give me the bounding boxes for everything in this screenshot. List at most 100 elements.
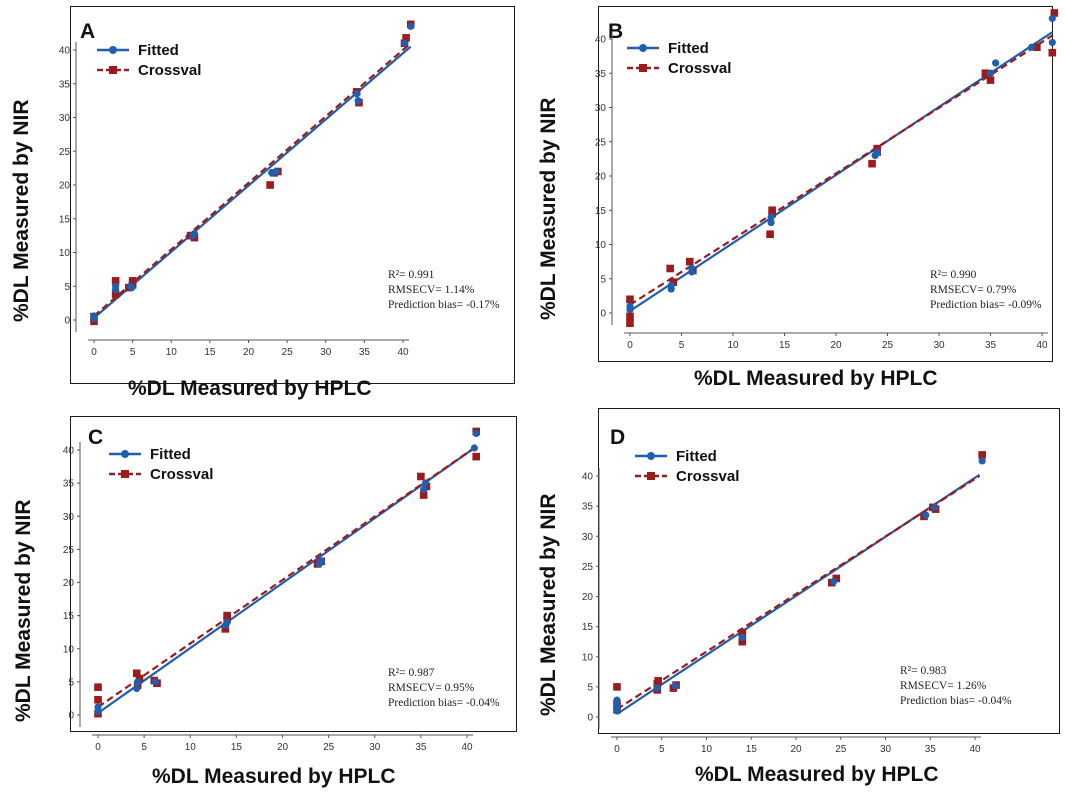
y-tick-label: 30 [63,512,75,523]
data-point-fitted [626,302,634,310]
x-tick-label: 35 [415,742,427,753]
legend-label-fitted: Fitted [668,39,709,57]
y-tick-label: 40 [63,446,75,457]
data-point-crossval [738,628,747,637]
y-tick-label: 40 [595,35,607,46]
data-point-fitted [738,633,746,642]
data-point-fitted [1048,14,1056,23]
data-point-crossval [766,230,774,239]
x-tick-label: 35 [359,347,371,358]
x-tick-label: 25 [282,347,294,358]
data-point-crossval [419,491,428,499]
stats-box: R²= 0.990 RMSECV= 0.79% Prediction bias=… [930,268,1042,313]
chart-legend: Fitted Crossval [96,40,201,80]
bias-stat: Prediction bias= -0.09% [930,299,1042,311]
data-point-crossval [832,574,841,583]
rmsecv-stat: RMSECV= 0.79% [930,284,1017,296]
x-tick-label: 30 [880,744,892,755]
data-point-fitted [653,684,661,692]
data-point-fitted [767,213,775,221]
legend-label-crossval: Crossval [668,59,732,77]
y-tick-label: 35 [595,69,607,80]
plot-frame [598,6,1053,362]
data-point-fitted [1048,38,1056,47]
chart-legend: Fitted Crossval [626,38,731,78]
data-point-crossval [132,669,141,678]
legend-item-crossval: Crossval [108,464,213,484]
x-tick-label: 40 [397,347,409,358]
y-tick-label: 15 [59,214,71,225]
y-tick-label: 5 [68,677,74,688]
data-point-fitted [223,618,231,626]
legend-swatch-fitted [635,452,667,460]
y-tick-label: 30 [582,532,594,543]
stats-box: R²= 0.983 RMSECV= 1.26% Prediction bias=… [900,664,1012,709]
y-tick-label: 10 [63,644,75,655]
y-tick-label: 15 [582,622,594,633]
x-tick-label: 30 [933,340,945,351]
x-tick-label: 5 [141,742,147,753]
y-tick-label: 40 [582,472,594,483]
data-point-crossval [613,683,621,691]
y-tick-label: 30 [59,113,71,124]
data-point-crossval [266,181,274,189]
y-tick-label: 25 [582,562,594,573]
data-point-fitted [151,678,159,686]
data-point-fitted [134,678,142,686]
x-tick-label: 35 [925,744,937,755]
data-point-fitted [986,69,995,77]
data-point-fitted [400,39,409,47]
data-point-fitted [190,230,199,238]
legend-label-crossval: Crossval [150,465,214,483]
x-axis-title: %DL Measured by HPLC [152,765,396,788]
rmsecv-stat: RMSECV= 0.95% [388,682,475,694]
legend-item-fitted: Fitted [108,444,213,464]
x-axis-title: %DL Measured by HPLC [128,377,372,400]
data-point-crossval [417,472,425,481]
data-point-crossval [768,206,776,215]
x-tick-label: 10 [166,347,178,358]
plot-frame [70,6,515,384]
y-tick-label: 5 [64,282,70,293]
data-point-fitted [922,511,930,519]
bias-stat: Prediction bias= -0.17% [388,299,500,311]
data-point-fitted [992,59,1000,67]
data-point-crossval [128,277,137,285]
legend-item-crossval: Crossval [96,60,201,80]
x-tick-label: 5 [679,340,685,351]
data-point-crossval [1050,9,1059,17]
data-point-crossval [94,683,102,691]
legend-label-fitted: Fitted [150,445,191,463]
y-tick-label: 0 [68,711,74,722]
y-tick-label: 20 [59,181,71,192]
x-tick-label: 0 [91,347,97,358]
r2-stat: R²= 0.990 [930,269,977,281]
r2-stat: R²= 0.983 [900,665,947,677]
data-point-fitted [613,702,621,710]
bias-stat: Prediction bias= -0.04% [900,695,1012,707]
y-tick-label: 0 [587,713,593,724]
r2-stat: R²= 0.987 [388,667,435,679]
regression-line-crossval [616,475,981,711]
y-tick-label: 35 [63,479,75,490]
data-point-fitted [353,90,361,98]
y-tick-label: 20 [595,172,607,183]
y-tick-label: 20 [63,578,75,589]
data-point-crossval [626,295,634,304]
data-point-crossval [666,264,674,273]
y-tick-label: 15 [63,611,75,622]
data-point-crossval [626,319,634,328]
y-tick-label: 5 [600,274,606,285]
y-tick-label: 25 [59,147,71,158]
x-axis-title: %DL Measured by HPLC [694,367,938,390]
data-point-fitted [931,503,939,511]
x-tick-label: 35 [985,340,997,351]
data-point-crossval [135,674,144,683]
legend-item-fitted: Fitted [96,40,201,60]
data-point-fitted [133,684,141,693]
x-tick-label: 15 [204,347,216,358]
rmsecv-stat: RMSECV= 1.14% [388,284,475,296]
data-point-crossval [111,290,120,299]
data-point-fitted [470,444,478,452]
